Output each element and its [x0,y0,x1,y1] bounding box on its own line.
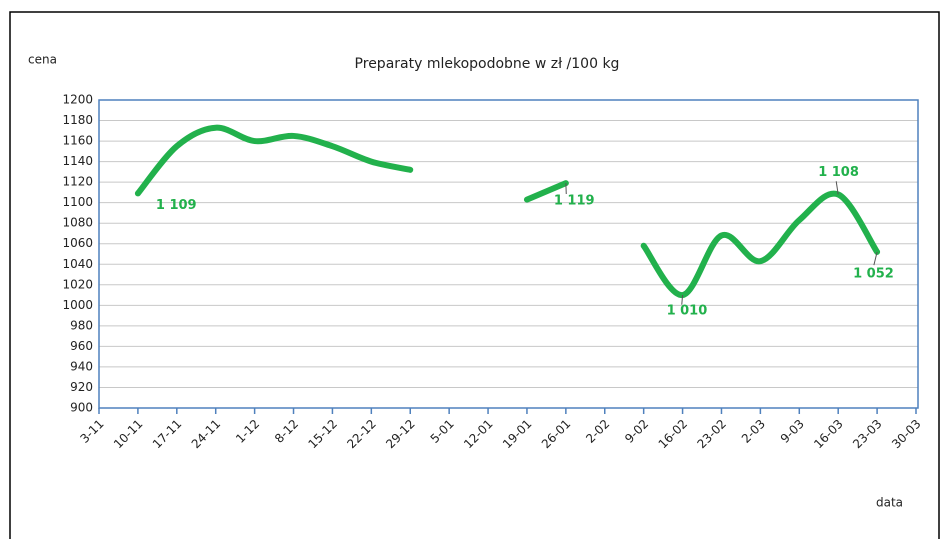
y-tick-label: 940 [70,359,93,373]
y-tick-label: 1060 [62,236,93,250]
x-tick-label: 30-03 [889,417,924,452]
y-axis-title: cena [28,53,57,67]
data-label: 1 108 [818,165,859,180]
x-tick-label: 19-01 [500,417,535,452]
x-tick-label: 2-02 [583,417,612,446]
y-tick-label: 920 [70,380,93,394]
chart-title: Preparaty mlekopodobne w zł /100 kg [355,56,620,72]
y-tick-label: 1120 [62,175,93,189]
y-tick-label: 960 [70,339,93,353]
y-tick-label: 1100 [62,195,93,209]
x-axis-title: data [876,496,903,510]
y-tick-label: 1140 [62,154,93,168]
y-tick-label: 1000 [62,298,93,312]
data-label: 1 109 [156,198,197,213]
frame [9,11,940,539]
x-tick-label: 16-02 [656,417,691,452]
x-tick-label: 15-12 [305,417,340,452]
data-label: 1 119 [554,194,595,209]
x-tick-label: 26-01 [539,417,574,452]
y-tick-label: 1200 [62,93,93,107]
x-tick-label: 9-03 [778,417,807,446]
x-tick-label: 3-11 [77,417,106,446]
leader-line [681,295,684,305]
data-label: 1 010 [667,304,708,319]
x-tick-label: 17-11 [150,417,185,452]
y-tick-label: 900 [70,401,93,415]
x-tick-label: 10-11 [111,417,146,452]
y-tick-label: 1160 [62,134,93,148]
y-tick-label: 1080 [62,216,93,230]
data-label: 1 052 [853,266,894,281]
y-tick-label: 1040 [62,257,93,271]
x-tick-label: 22-12 [344,417,379,452]
y-tick-label: 1180 [62,113,93,127]
y-tick-label: 980 [70,318,93,332]
x-tick-label: 2-03 [739,417,768,446]
x-tick-label: 8-12 [272,417,301,446]
x-tick-label: 5-01 [428,417,457,446]
x-tick-label: 12-01 [461,417,496,452]
y-tick-label: 1020 [62,277,93,291]
x-tick-label: 29-12 [383,417,418,452]
x-tick-label: 23-03 [850,417,885,452]
leader-line [835,181,839,195]
x-tick-label: 23-02 [695,417,730,452]
x-tick-label: 1-12 [233,417,262,446]
x-tick-label: 9-02 [622,417,651,446]
line-series [134,124,881,299]
leader-line [873,251,878,266]
plot-border [98,99,919,409]
x-tick-label: 24-11 [189,417,224,452]
x-tick-label: 16-03 [811,417,846,452]
